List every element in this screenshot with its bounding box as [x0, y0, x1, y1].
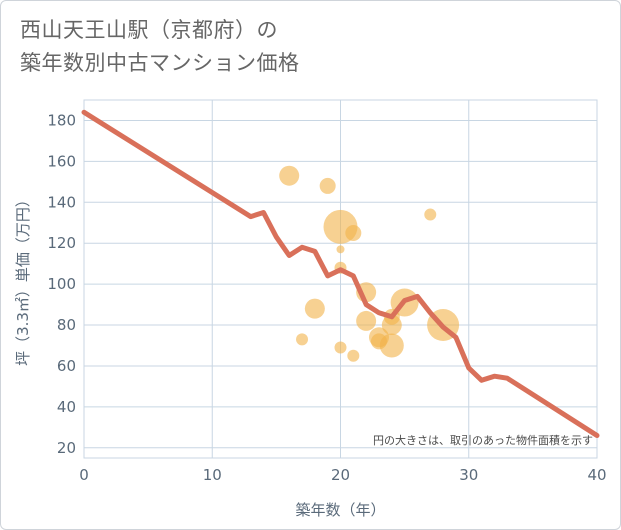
bubble-point [424, 208, 437, 221]
x-tick-label: 0 [79, 466, 89, 484]
bubble-point [347, 349, 360, 362]
transaction-bubbles [279, 165, 460, 362]
y-tick-label: 60 [57, 357, 76, 375]
bubble-point [279, 165, 300, 186]
y-tick-label: 140 [47, 193, 76, 211]
y-axis-label: 坪（3.3㎡）単価（万円） [14, 192, 32, 366]
grid-lines [83, 99, 598, 459]
bubble-point [304, 298, 325, 319]
bubble-point [296, 333, 309, 346]
x-tick-label: 40 [587, 466, 606, 484]
bubble-point [336, 245, 345, 254]
bubble-point [345, 224, 362, 241]
y-tick-label: 100 [47, 275, 76, 293]
chart-title-line1: 西山天王山駅（京都府）の [20, 18, 278, 42]
bubble-point [334, 341, 347, 354]
average-price-line [81, 109, 600, 438]
y-tick-label: 20 [57, 439, 76, 457]
chart-title-line2: 築年数別中古マンション価格 [20, 51, 300, 75]
y-tick-label: 120 [47, 234, 76, 252]
x-tick-label: 30 [459, 466, 478, 484]
x-tick-label: 20 [331, 466, 350, 484]
bubble-point [356, 310, 377, 331]
bubble-size-note: 円の大きさは、取引のあった物件面積を示す [373, 433, 593, 447]
y-tick-label: 80 [57, 316, 76, 334]
y-tick-label: 160 [47, 152, 76, 170]
y-tick-label: 180 [47, 111, 76, 129]
tick-labels: 20 40 60 80 100 120 140 160 180 0 10 20 30 40 [47, 111, 606, 484]
x-tick-label: 10 [203, 466, 222, 484]
bubble-point [381, 315, 402, 336]
y-tick-label: 40 [57, 398, 76, 416]
x-axis-label: 築年数（年） [295, 501, 385, 519]
bubble-point [379, 333, 404, 358]
average-line-group [81, 109, 600, 438]
chart-title: 西山天王山駅（京都府）の 築年数別中古マンション価格 [20, 14, 580, 80]
bubble-point [319, 177, 336, 194]
